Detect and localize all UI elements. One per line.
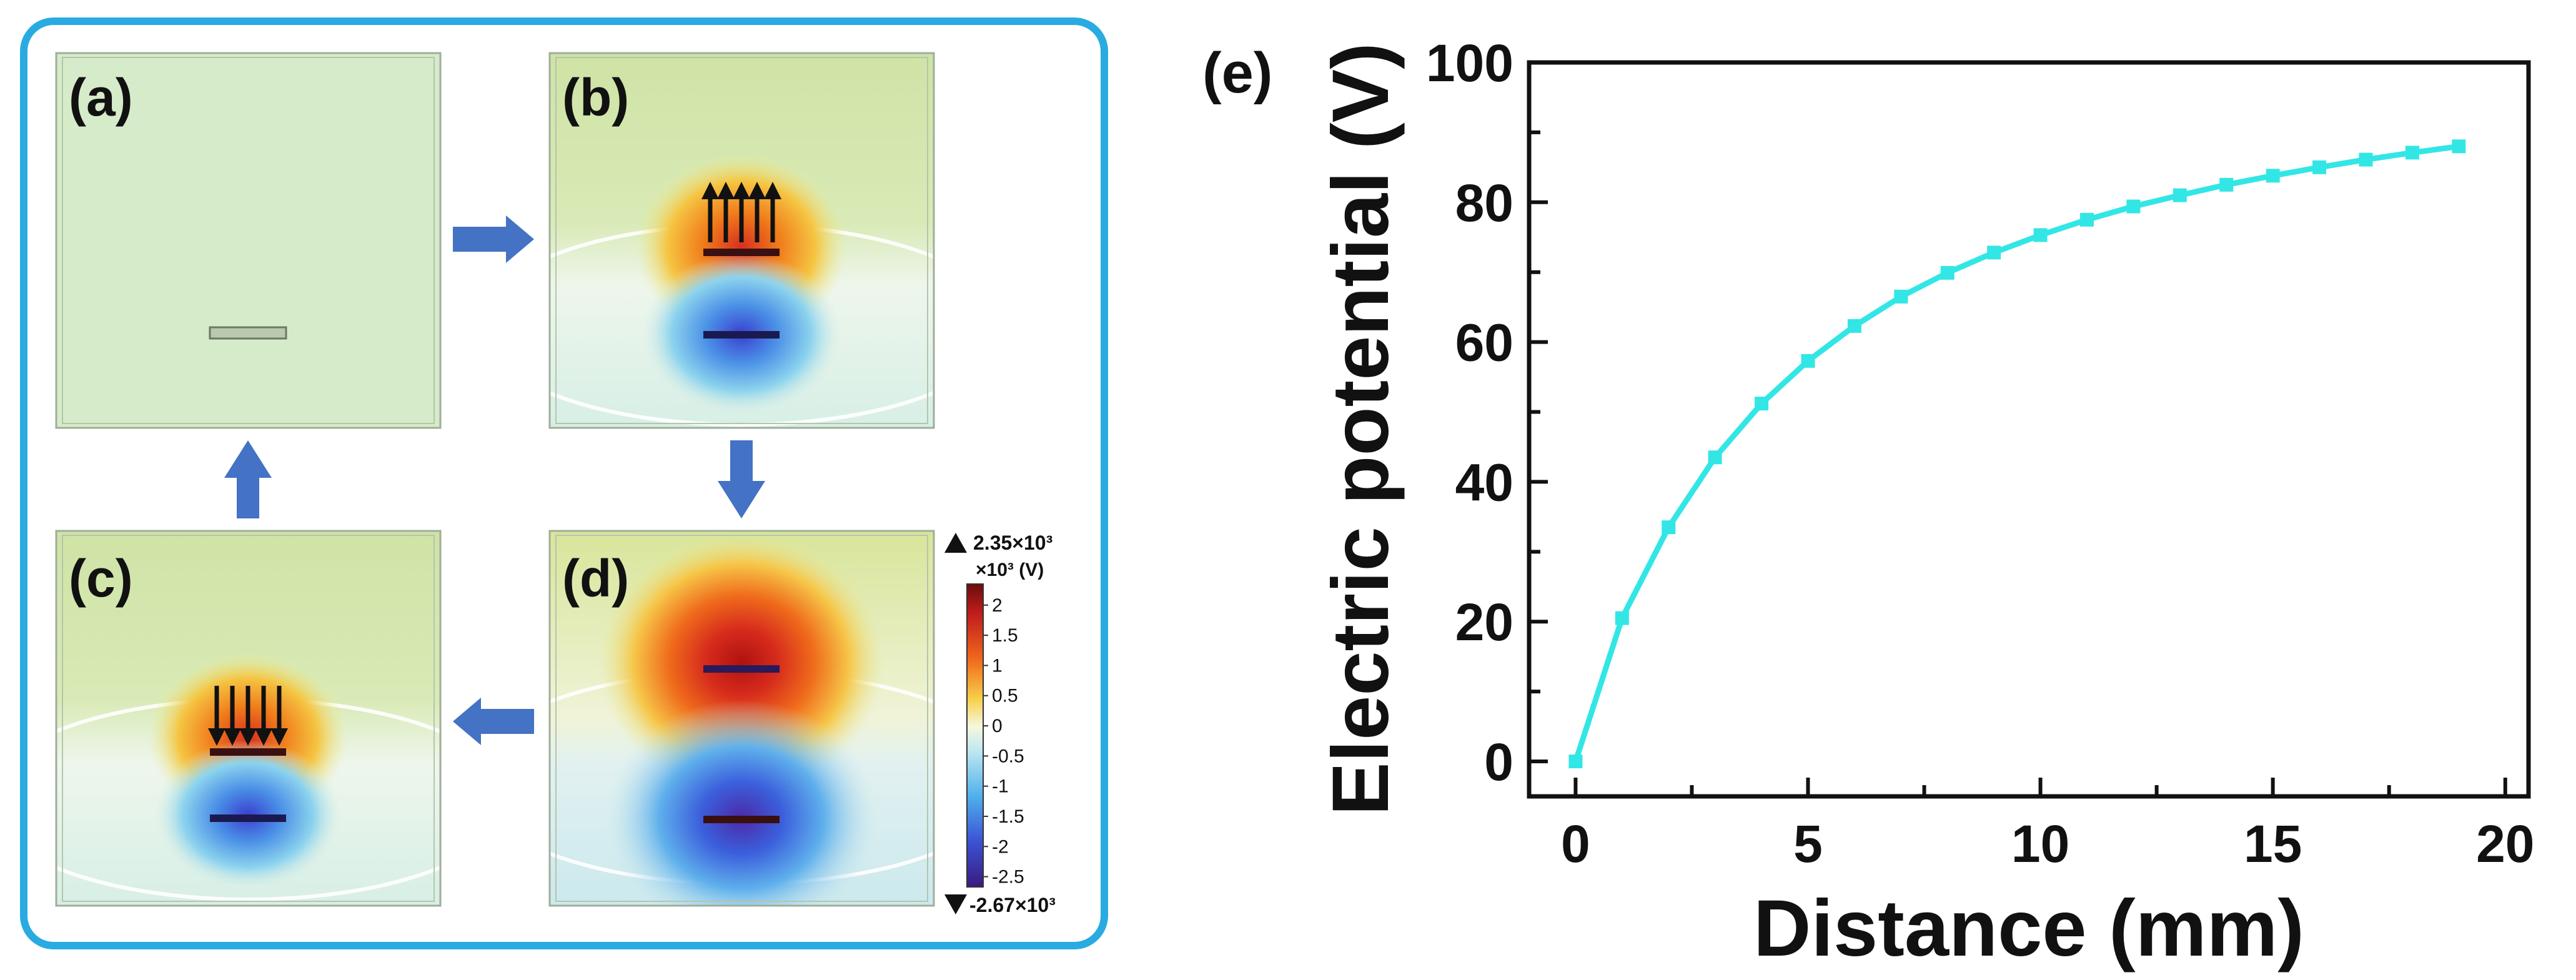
data-point xyxy=(2452,139,2466,154)
data-point xyxy=(2126,199,2141,214)
data-point xyxy=(2219,177,2234,192)
y-tick-label: 100 xyxy=(1426,34,1513,92)
bottom-electrode-d xyxy=(703,816,780,823)
y-tick-label: 80 xyxy=(1455,174,1513,232)
colorbar-max-label: 2.35×10³ xyxy=(973,532,1053,554)
colorbar: 2.35×10³ ×10³ (V) 2 1.5 1 0.5 0 -0.5 -1 -1.5 -2 -… xyxy=(944,532,1056,916)
colorbar-scale xyxy=(966,583,984,888)
negative-field-d xyxy=(604,700,879,906)
series-points xyxy=(1568,139,2466,769)
colorbar-unit-label: ×10³ (V) xyxy=(976,560,1044,580)
data-point xyxy=(1755,397,1769,411)
arrow-left-icon xyxy=(453,698,534,745)
electrode-a xyxy=(209,326,287,340)
colorbar-min-label: -2.67×10³ xyxy=(969,894,1056,916)
top-electrode-c xyxy=(210,748,286,756)
colorbar-tick-label: 0.5 xyxy=(992,686,1018,706)
data-point xyxy=(2405,146,2419,160)
colorbar-tick-label: -0.5 xyxy=(992,746,1024,766)
x-tick-label: 20 xyxy=(2476,814,2534,873)
colorbar-tick-label: 1 xyxy=(992,655,1003,676)
x-tick-label: 0 xyxy=(1561,814,1590,873)
data-point xyxy=(1662,520,1676,535)
y-tick-label: 20 xyxy=(1455,593,1513,651)
simulation-group: (a) (b) xyxy=(20,17,1108,949)
x-tick-label: 5 xyxy=(1793,814,1823,873)
colorbar-min-triangle-icon xyxy=(944,894,967,914)
data-point xyxy=(1847,319,1861,333)
data-point xyxy=(2172,188,2187,202)
x-axis-ticks xyxy=(1573,778,2507,796)
colorbar-tick-label: 2 xyxy=(992,595,1003,616)
data-point xyxy=(1708,450,1722,465)
x-axis-title: Distance (mm) xyxy=(1753,884,2304,973)
data-point xyxy=(1940,265,1954,280)
colorbar-tick-label: -1.5 xyxy=(992,806,1024,827)
data-point xyxy=(1801,354,1815,368)
colorbar-max-triangle-icon xyxy=(944,533,967,553)
top-electrode-d xyxy=(703,665,780,673)
panel-label-d: (d) xyxy=(562,549,629,608)
x-axis-tick-labels: 0 5 10 15 20 xyxy=(1561,814,2534,873)
colorbar-tick-label: -1 xyxy=(992,776,1009,797)
data-point xyxy=(2080,212,2094,227)
data-point xyxy=(2033,228,2048,242)
arrow-right-icon xyxy=(453,215,534,263)
top-electrode-b xyxy=(703,249,780,256)
bottom-electrode-b xyxy=(703,331,780,339)
panel-b: (b) xyxy=(548,52,935,429)
y-axis-title: Electric potential (V) xyxy=(1316,42,1405,816)
colorbar-tick-label: -2 xyxy=(992,836,1009,857)
panel-a: (a) xyxy=(55,52,442,429)
colorbar-tick-label: -2.5 xyxy=(992,867,1024,888)
bottom-electrode-c xyxy=(210,814,286,822)
data-point xyxy=(1568,755,1583,769)
panel-c: (c) xyxy=(55,530,442,907)
y-tick-label: 60 xyxy=(1455,314,1513,372)
arrow-down-icon xyxy=(718,440,765,518)
plot-frame xyxy=(1527,60,2531,799)
data-point xyxy=(1894,289,1908,304)
chart-panel-label: (e) xyxy=(1202,41,1272,105)
down-arrows-c xyxy=(208,686,288,746)
y-tick-label: 0 xyxy=(1484,733,1513,791)
y-axis-tick-labels: 0 20 40 60 80 100 xyxy=(1426,34,1513,791)
x-tick-label: 10 xyxy=(2011,814,2069,873)
colorbar-ticks: 2 1.5 1 0.5 0 -0.5 -1 -1.5 -2 -2.5 xyxy=(983,595,1024,888)
panel-label-b: (b) xyxy=(562,68,629,127)
colorbar-tick-label: 1.5 xyxy=(992,625,1018,646)
data-point xyxy=(1987,245,2001,260)
y-axis-ticks xyxy=(1529,61,1548,764)
arrow-up-icon xyxy=(224,440,272,518)
up-arrows-b xyxy=(701,182,781,242)
data-point xyxy=(2359,152,2373,167)
data-point xyxy=(1615,611,1629,625)
colorbar-tick-label: 0 xyxy=(992,716,1003,736)
panel-label-a: (a) xyxy=(69,68,133,127)
panel-d: (d) xyxy=(548,530,935,907)
x-tick-label: 15 xyxy=(2244,814,2302,873)
data-point xyxy=(2266,169,2280,183)
series-line xyxy=(1573,143,2460,763)
panel-label-c: (c) xyxy=(69,549,133,608)
y-tick-label: 40 xyxy=(1455,453,1513,512)
data-point xyxy=(2312,160,2327,174)
transition-arrows xyxy=(224,215,765,745)
